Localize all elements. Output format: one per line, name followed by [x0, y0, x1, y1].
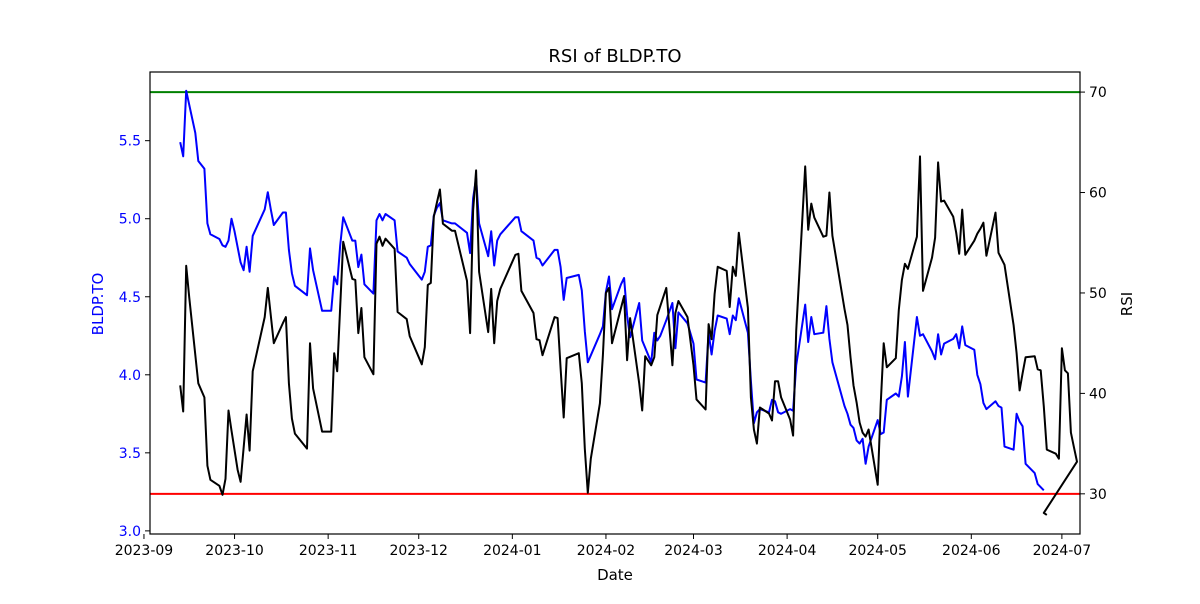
x-tick-label-2024-04: 2024-04 [758, 543, 817, 559]
left-y-tick-label-4.5: 4.5 [119, 290, 141, 306]
x-axis-label: Date [597, 566, 633, 584]
right-y-tick-label-70: 70 [1089, 85, 1107, 101]
x-tick-label-2024-03: 2024-03 [664, 543, 723, 559]
x-tick-label-2023-09: 2023-09 [115, 543, 174, 559]
rsi-series-line [179, 155, 1078, 516]
left-y-tick-label-5.5: 5.5 [119, 134, 141, 150]
x-tick-label-2023-11: 2023-11 [299, 543, 358, 559]
x-tick-label-2024-01: 2024-01 [483, 543, 542, 559]
right-y-tick-label-40: 40 [1089, 386, 1107, 402]
x-tick-label-2024-07: 2024-07 [1033, 543, 1092, 559]
plot-frame [149, 71, 1081, 535]
x-tick-label-2024-02: 2024-02 [577, 543, 636, 559]
right-y-tick-label-50: 50 [1089, 286, 1107, 302]
right-y-axis-label: RSI [1118, 292, 1136, 316]
left-y-tick-label-3.0: 3.0 [119, 524, 141, 540]
left-y-tick-label-4.0: 4.0 [119, 368, 141, 384]
left-y-tick-label-3.5: 3.5 [119, 446, 141, 462]
price-series-line [179, 89, 1045, 492]
right-y-tick-label-30: 30 [1089, 487, 1107, 503]
chart-title: RSI of BLDP.TO [548, 46, 681, 67]
chart-marks: 2023-09 2023-10 2023-11 2023-12 2024-01 2024-… [115, 85, 1107, 559]
x-tick-label-2024-06: 2024-06 [942, 543, 1001, 559]
x-tick-label-2023-10: 2023-10 [205, 543, 264, 559]
x-tick-label-2023-12: 2023-12 [389, 543, 448, 559]
left-y-axis-label: BLDP.TO [89, 273, 107, 336]
x-tick-label-2024-05: 2024-05 [848, 543, 907, 559]
left-y-tick-label-5.0: 5.0 [119, 212, 141, 228]
right-y-tick-label-60: 60 [1089, 186, 1107, 202]
